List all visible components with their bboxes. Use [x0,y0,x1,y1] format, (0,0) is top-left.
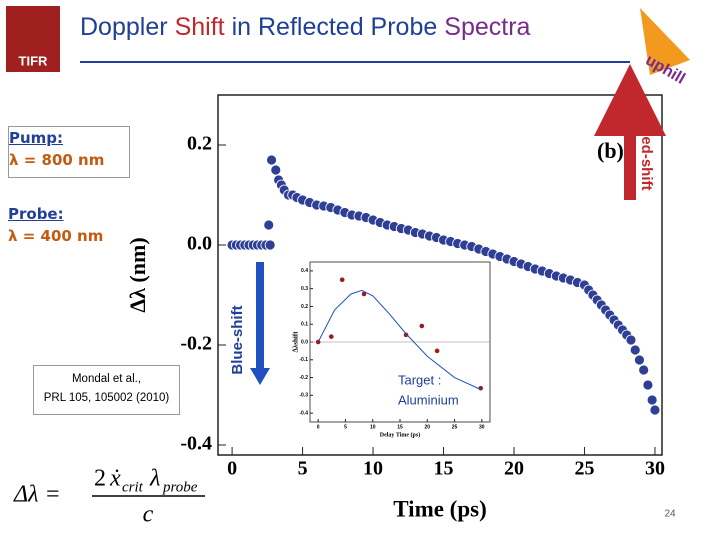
data-point [403,332,409,338]
slide-title: Doppler Shift in Reflected Probe Spectra [80,13,531,41]
plot: 0 5 10 15 20 25 30 0.4 0.3 0.2 0.1 0.0 -0.1 -0.2 -0.3 -… [292,261,491,438]
x-tick-label: 20 [424,424,430,430]
x-tick-label: 15 [434,458,454,480]
data-point [270,164,282,176]
formula-denominator: c [143,502,154,528]
data-point [638,364,650,376]
y-tick-label: -0.2 [180,333,212,355]
x-tick-label: 15 [397,424,403,430]
pump-note: Pump: λ = 800 nm [8,126,130,178]
formula-velocity: ẋ [109,466,121,492]
reference-line: Mondal et al., [71,373,142,385]
formula: Δλ = 2 ẋ crit λ probe c [13,466,205,528]
y-tick-label: -0.2 [299,375,308,381]
x-tick-label: 30 [645,458,665,480]
y-tick-label: -0.4 [299,410,308,416]
formula-sub: probe [162,479,198,495]
note-value: λ = 800 nm [9,151,105,169]
reference-note: Mondal et al., PRL 105, 105002 (2010) [33,365,180,415]
x-tick-label: 0 [317,424,320,430]
x-tick-label: 5 [344,424,347,430]
target-label: Aluminium [398,392,459,407]
x-axis-label: Time (ps) [393,496,487,521]
y-axis-label: Δλshift [292,331,300,353]
logo-tifr [6,6,60,72]
target-label: Target : [398,372,441,387]
formula-factor: 2 [94,466,106,492]
data-point [646,394,658,406]
logo-shape [640,8,690,75]
y-tick-label: 0.1 [301,322,308,328]
y-tick-label: 0.0 [301,339,308,345]
y-tick-label: 0.4 [301,268,308,274]
title-part: in Reflected Probe [232,13,438,41]
x-tick-label: 10 [363,458,383,480]
formula-sub: crit [122,479,144,495]
x-tick-label: 30 [479,424,485,430]
formula-lhs: Δλ = [13,482,61,508]
data-point [266,154,277,166]
y-tick-label: -0.3 [299,393,308,399]
note-value: λ = 400 nm [8,227,104,245]
probe-note: Probe: λ = 400 nm [8,203,128,253]
data-point [649,404,661,416]
data-point [339,277,345,283]
y-tick-label: -0.4 [180,433,212,455]
data-point [263,219,275,231]
red-shift-label: Red-shift [638,126,655,191]
data-point [328,333,334,340]
y-tick-label: -0.1 [299,357,308,363]
x-tick-label: 5 [298,458,308,480]
formula-wavelength: λ [149,466,160,492]
data-point [419,323,425,329]
data-point [625,334,637,346]
x-tick-label: 10 [370,424,376,430]
title-part: Doppler [80,13,168,41]
logo-text: TIFR [19,53,48,68]
blue-shift-arrow [250,262,270,385]
data-point [434,348,440,354]
reference-line: PRL 105, 105002 (2010) [43,392,170,404]
blue-shift-label: Blue-shift [229,305,246,374]
data-point [642,379,654,391]
x-tick-label: 0 [227,458,237,480]
title-part: Spectra [444,13,530,41]
x-tick-label: 25 [452,424,458,430]
fit-line [317,289,483,391]
page-number: 24 [664,509,676,520]
y-tick-label: 0.2 [187,133,212,155]
x-tick-label: 25 [574,458,594,480]
y-tick-label: 0.0 [187,233,212,255]
x-axis-label: Delay Time (ps) [380,431,420,438]
y-tick-label: 0.2 [301,304,308,310]
note-label: Probe: [8,205,64,223]
y-axis-label: Δλ (nm) [125,237,150,312]
y-tick-label: 0.3 [301,286,308,292]
title-part: Shift [175,13,225,41]
data-point [634,354,645,366]
x-tick-label: 20 [504,458,524,480]
data-point [629,344,641,356]
data-point [264,239,276,251]
note-label: Pump: [9,129,64,147]
panel-label: (b) [597,138,624,163]
